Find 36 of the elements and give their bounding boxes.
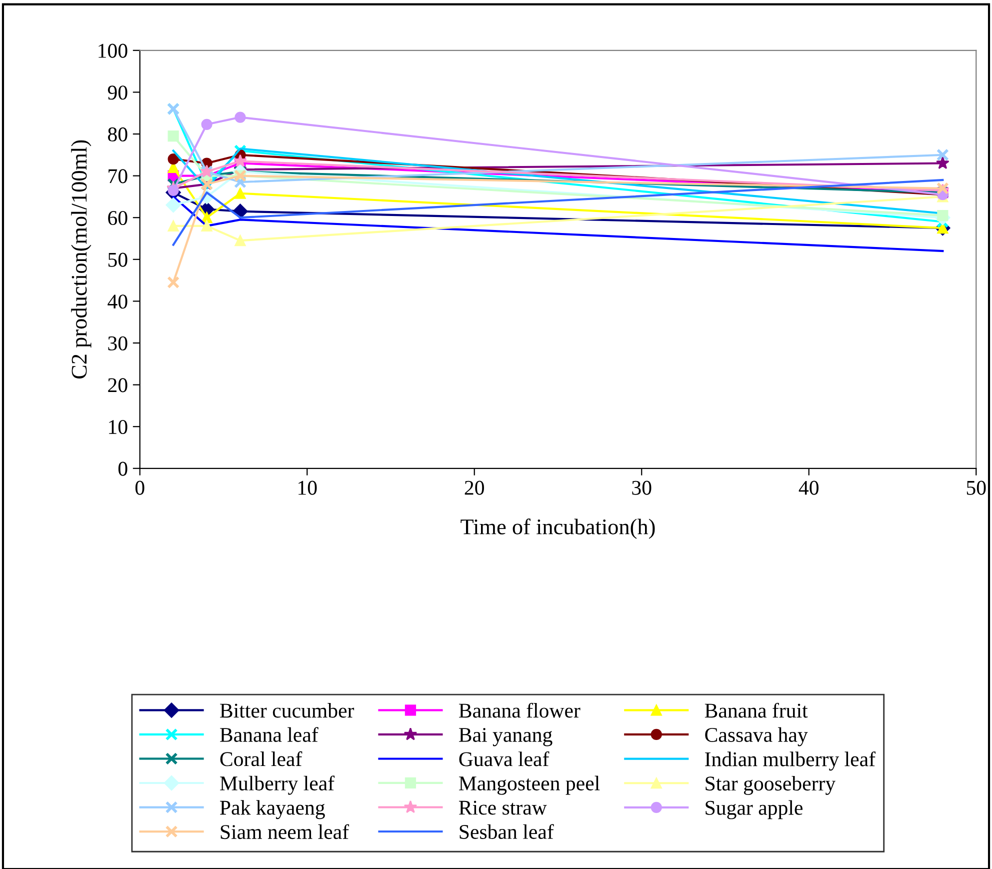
x-tick-label: 50 (966, 480, 986, 495)
y-tick-label: 40 (108, 294, 128, 309)
x-tick-label: 20 (464, 480, 484, 495)
x-tick-label: 30 (632, 480, 652, 495)
legend-label: Star gooseberry (706, 776, 836, 795)
legend-label: Guava leaf (459, 751, 550, 766)
x-tick-label: 0 (135, 480, 144, 495)
legend-label: Bitter cucumber (220, 703, 354, 718)
legend-label: Bai yanang (459, 728, 552, 746)
legend-label: Sugar apple (706, 800, 803, 820)
legend-label: Banana flower (459, 702, 580, 718)
legend-label: Mulberry leaf (220, 776, 335, 795)
legend-label: Mangosteen peel (459, 776, 600, 795)
y-tick-label: 60 (108, 210, 128, 226)
legend-label: Siam neem leaf (220, 824, 350, 840)
legend-label: Banana leaf (220, 727, 318, 742)
y-tick-label: 90 (108, 86, 128, 100)
legend-label: Rice straw (459, 800, 547, 815)
y-tick-label: 0 (118, 462, 128, 476)
x-axis-title: Time of incubation(h) (460, 518, 655, 539)
y-axis-title: C2 production(mol/100ml) (71, 140, 92, 379)
y-tick-label: 70 (108, 169, 128, 184)
legend-label: Indian mulberry leaf (705, 751, 876, 771)
y-tick-label: 50 (108, 252, 128, 267)
legend-label: Banana fruit (704, 702, 808, 718)
y-tick-label: 30 (108, 336, 128, 350)
y-tick-label: 20 (108, 378, 128, 392)
x-tick-label: 10 (298, 480, 317, 495)
y-tick-label: 10 (109, 420, 128, 434)
legend-label: Sesban leaf (460, 824, 554, 839)
legend-label: Coral leaf (220, 751, 302, 766)
y-tick-label: 80 (108, 127, 128, 142)
y-tick-label: 100 (98, 44, 128, 58)
legend-label: Cassava hay (705, 727, 808, 746)
x-tick-label: 40 (798, 480, 818, 495)
legend-label: Pak kayaeng (220, 800, 325, 820)
